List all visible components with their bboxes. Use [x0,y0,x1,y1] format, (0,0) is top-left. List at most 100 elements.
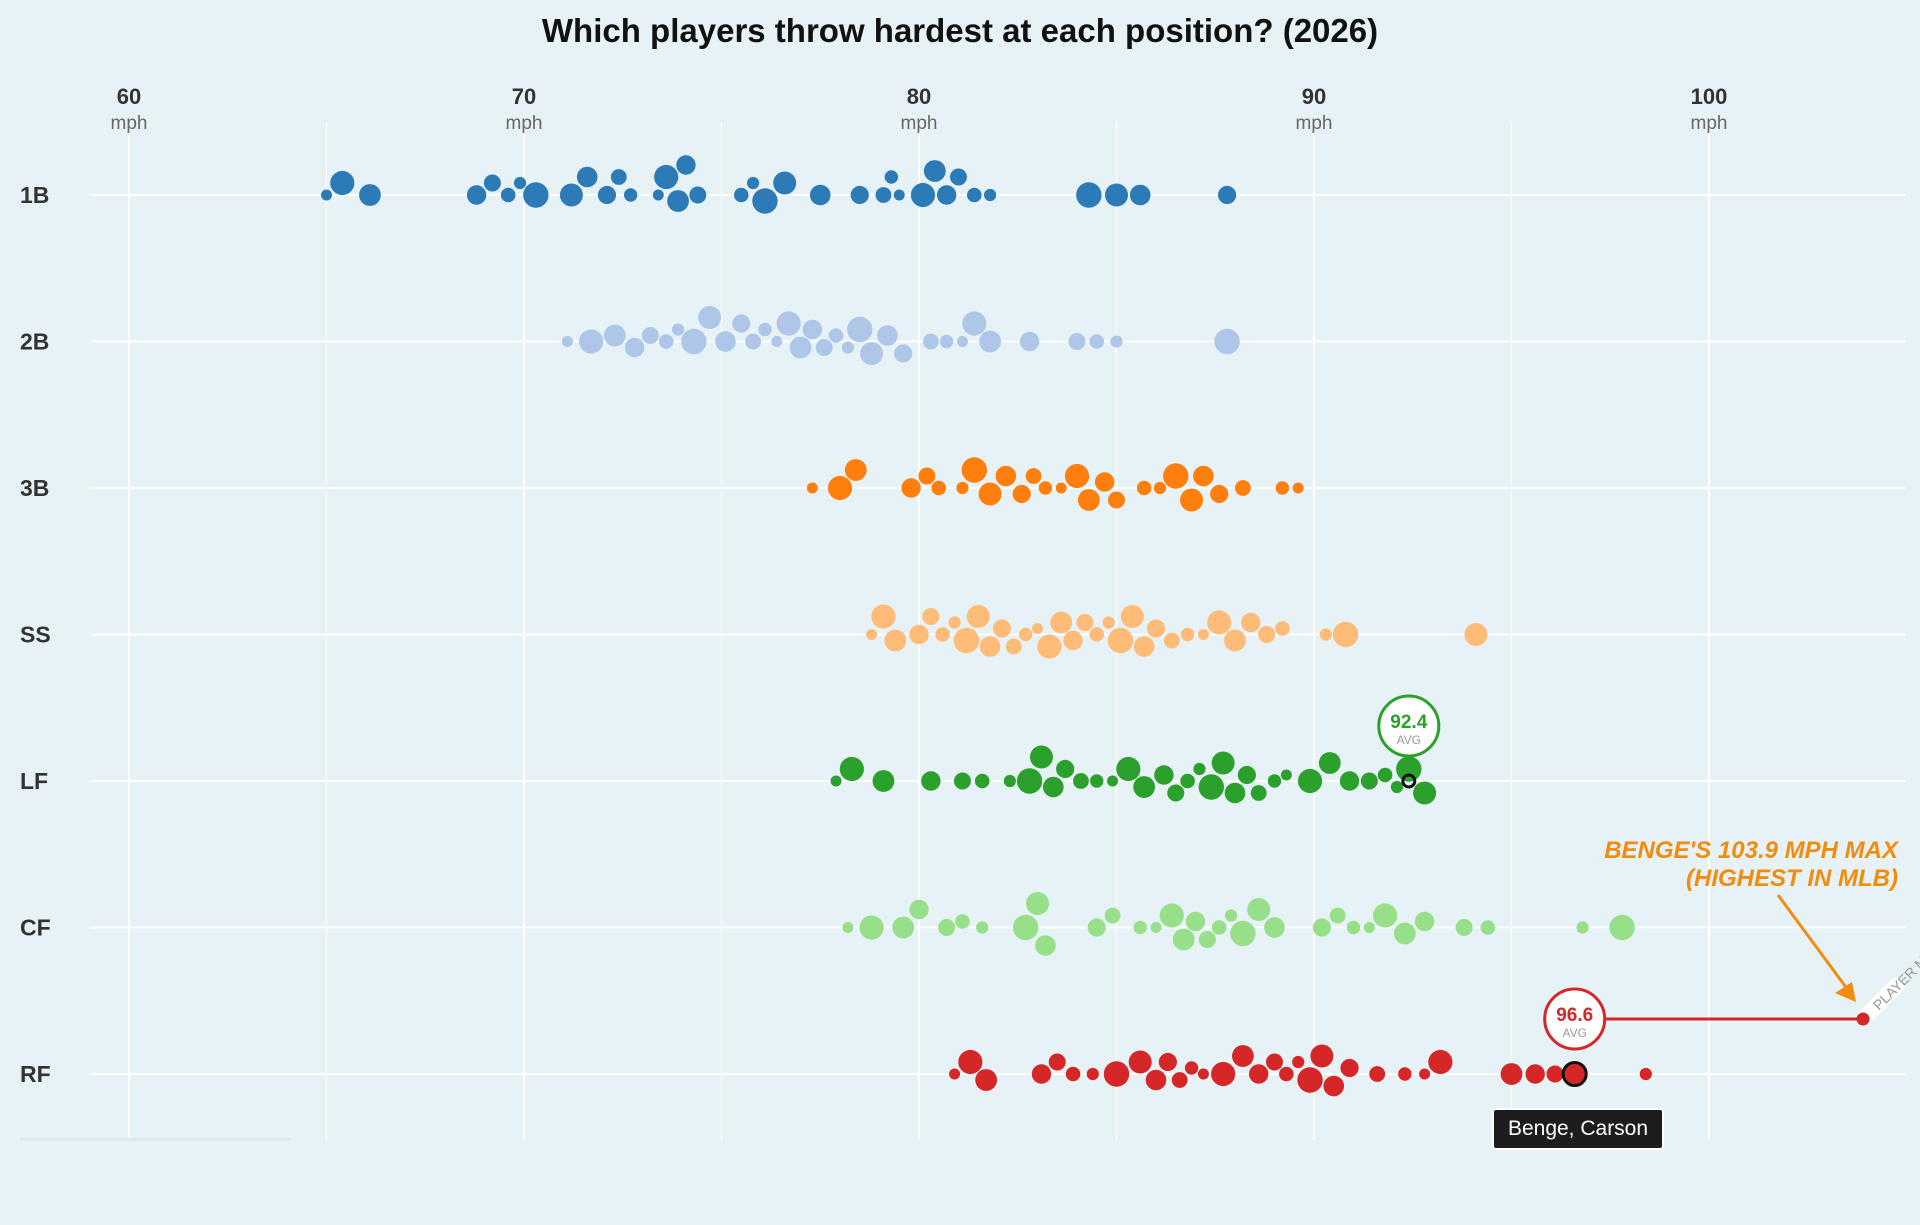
dot-LF [1267,774,1282,788]
dot-LF [1413,781,1437,805]
dot-SS [1163,632,1180,649]
dot-1B [936,185,957,205]
dot-3B [995,465,1017,487]
dot-RF [1103,1061,1130,1087]
dot-SS [1089,627,1105,642]
dot-LF [1116,756,1141,782]
dot-3B [918,467,936,485]
dot-LF [1090,774,1104,788]
dot-CF [1172,928,1195,951]
avg-label: AVG [1562,1026,1586,1040]
category-label-RF: RF [20,1061,51,1087]
dot-LF [830,775,842,787]
avg-marker [1401,773,1417,789]
dot-RF [1065,1066,1081,1082]
dot-CF [859,915,884,940]
dot-SS [1332,621,1359,648]
dot-2B [847,316,873,343]
category-label-LF: LF [20,768,48,794]
dot-CF [1104,907,1121,924]
dot-1B [667,190,689,212]
dot-LF [1297,768,1323,794]
dot-2B [681,328,707,355]
dot-RF [1398,1067,1412,1081]
dot-LF [1390,780,1404,794]
dot-2B [758,322,772,337]
dot-2B [771,336,783,347]
dot-LF [1029,745,1053,769]
tick-label: 60 [117,84,141,109]
avg-badge [1377,694,1441,758]
dot-RF [1048,1053,1066,1071]
dot-RF [1145,1069,1167,1091]
dot-2B [1110,335,1123,348]
tick-unit: mph [1296,113,1333,134]
max-tag: PLAYER MAX [1870,939,1920,1013]
dot-1B [1076,182,1102,208]
dot-1B [321,189,332,201]
dot-LF [1360,772,1378,790]
dot-SS [1464,623,1488,646]
dot-LF [953,772,971,790]
dot-2B [561,336,573,347]
dot-SS [922,608,940,625]
dot-RF [949,1068,961,1080]
dot-3B [1038,481,1053,495]
tick-label: 90 [1302,84,1326,109]
dot-CF [1198,931,1216,948]
dot-2B [1068,333,1086,350]
dot-2B [624,337,645,358]
dot-2B [828,328,844,343]
dot-CF [1247,898,1271,921]
dot-LF [1193,762,1206,776]
dot-1B [483,174,501,192]
dot-CF [1087,918,1106,937]
dot-CF [1026,892,1049,915]
dot-SS [1018,627,1033,642]
dot-LF [1318,752,1341,774]
bottom-strip [20,1138,290,1141]
dot-2B [956,336,968,347]
dot-SS [1146,619,1166,638]
dot-SS [1241,612,1261,633]
dot-3B [1012,484,1031,504]
dot-2B [922,333,939,350]
dot-SS [1275,621,1290,636]
dot-1B [466,185,487,205]
tick-label: 100 [1691,84,1728,109]
dot-CF [1346,920,1361,935]
dot-CF [1159,903,1184,928]
dot-LF [1133,776,1156,798]
dot-LF [1003,774,1016,788]
dot-CF [1230,920,1256,947]
dot-LF [1250,785,1267,801]
dot-SS [909,624,929,645]
dot-SS [1063,630,1083,651]
dot-SS [1005,638,1022,655]
dot-1B [773,171,797,195]
chart-title: Which players throw hardest at each posi… [542,12,1378,49]
dots-layer [321,155,1652,1097]
dot-2B [802,319,823,340]
callout-line: (HIGHEST IN MLB) [1686,865,1898,892]
dot-RF [1232,1045,1254,1067]
dot-SS [1319,628,1332,641]
dot-RF [1249,1064,1269,1084]
dot-3B [1077,489,1100,511]
dot-3B [1136,480,1152,496]
category-label-2B: 2B [20,329,49,355]
dot-3B [806,482,818,494]
dot-3B [1292,482,1304,494]
dot-SS [1076,614,1094,631]
dot-RF [1292,1055,1305,1069]
dot-1B [597,185,617,205]
dot-1B [610,169,627,185]
dot-1B [884,170,899,184]
dot-1B [559,183,583,207]
dot-CF [1414,911,1435,932]
dot-RF [1086,1067,1099,1081]
category-label-CF: CF [20,915,51,941]
dot-1B [733,187,749,203]
dot-1B [689,186,707,204]
dot-LF [1073,773,1089,789]
